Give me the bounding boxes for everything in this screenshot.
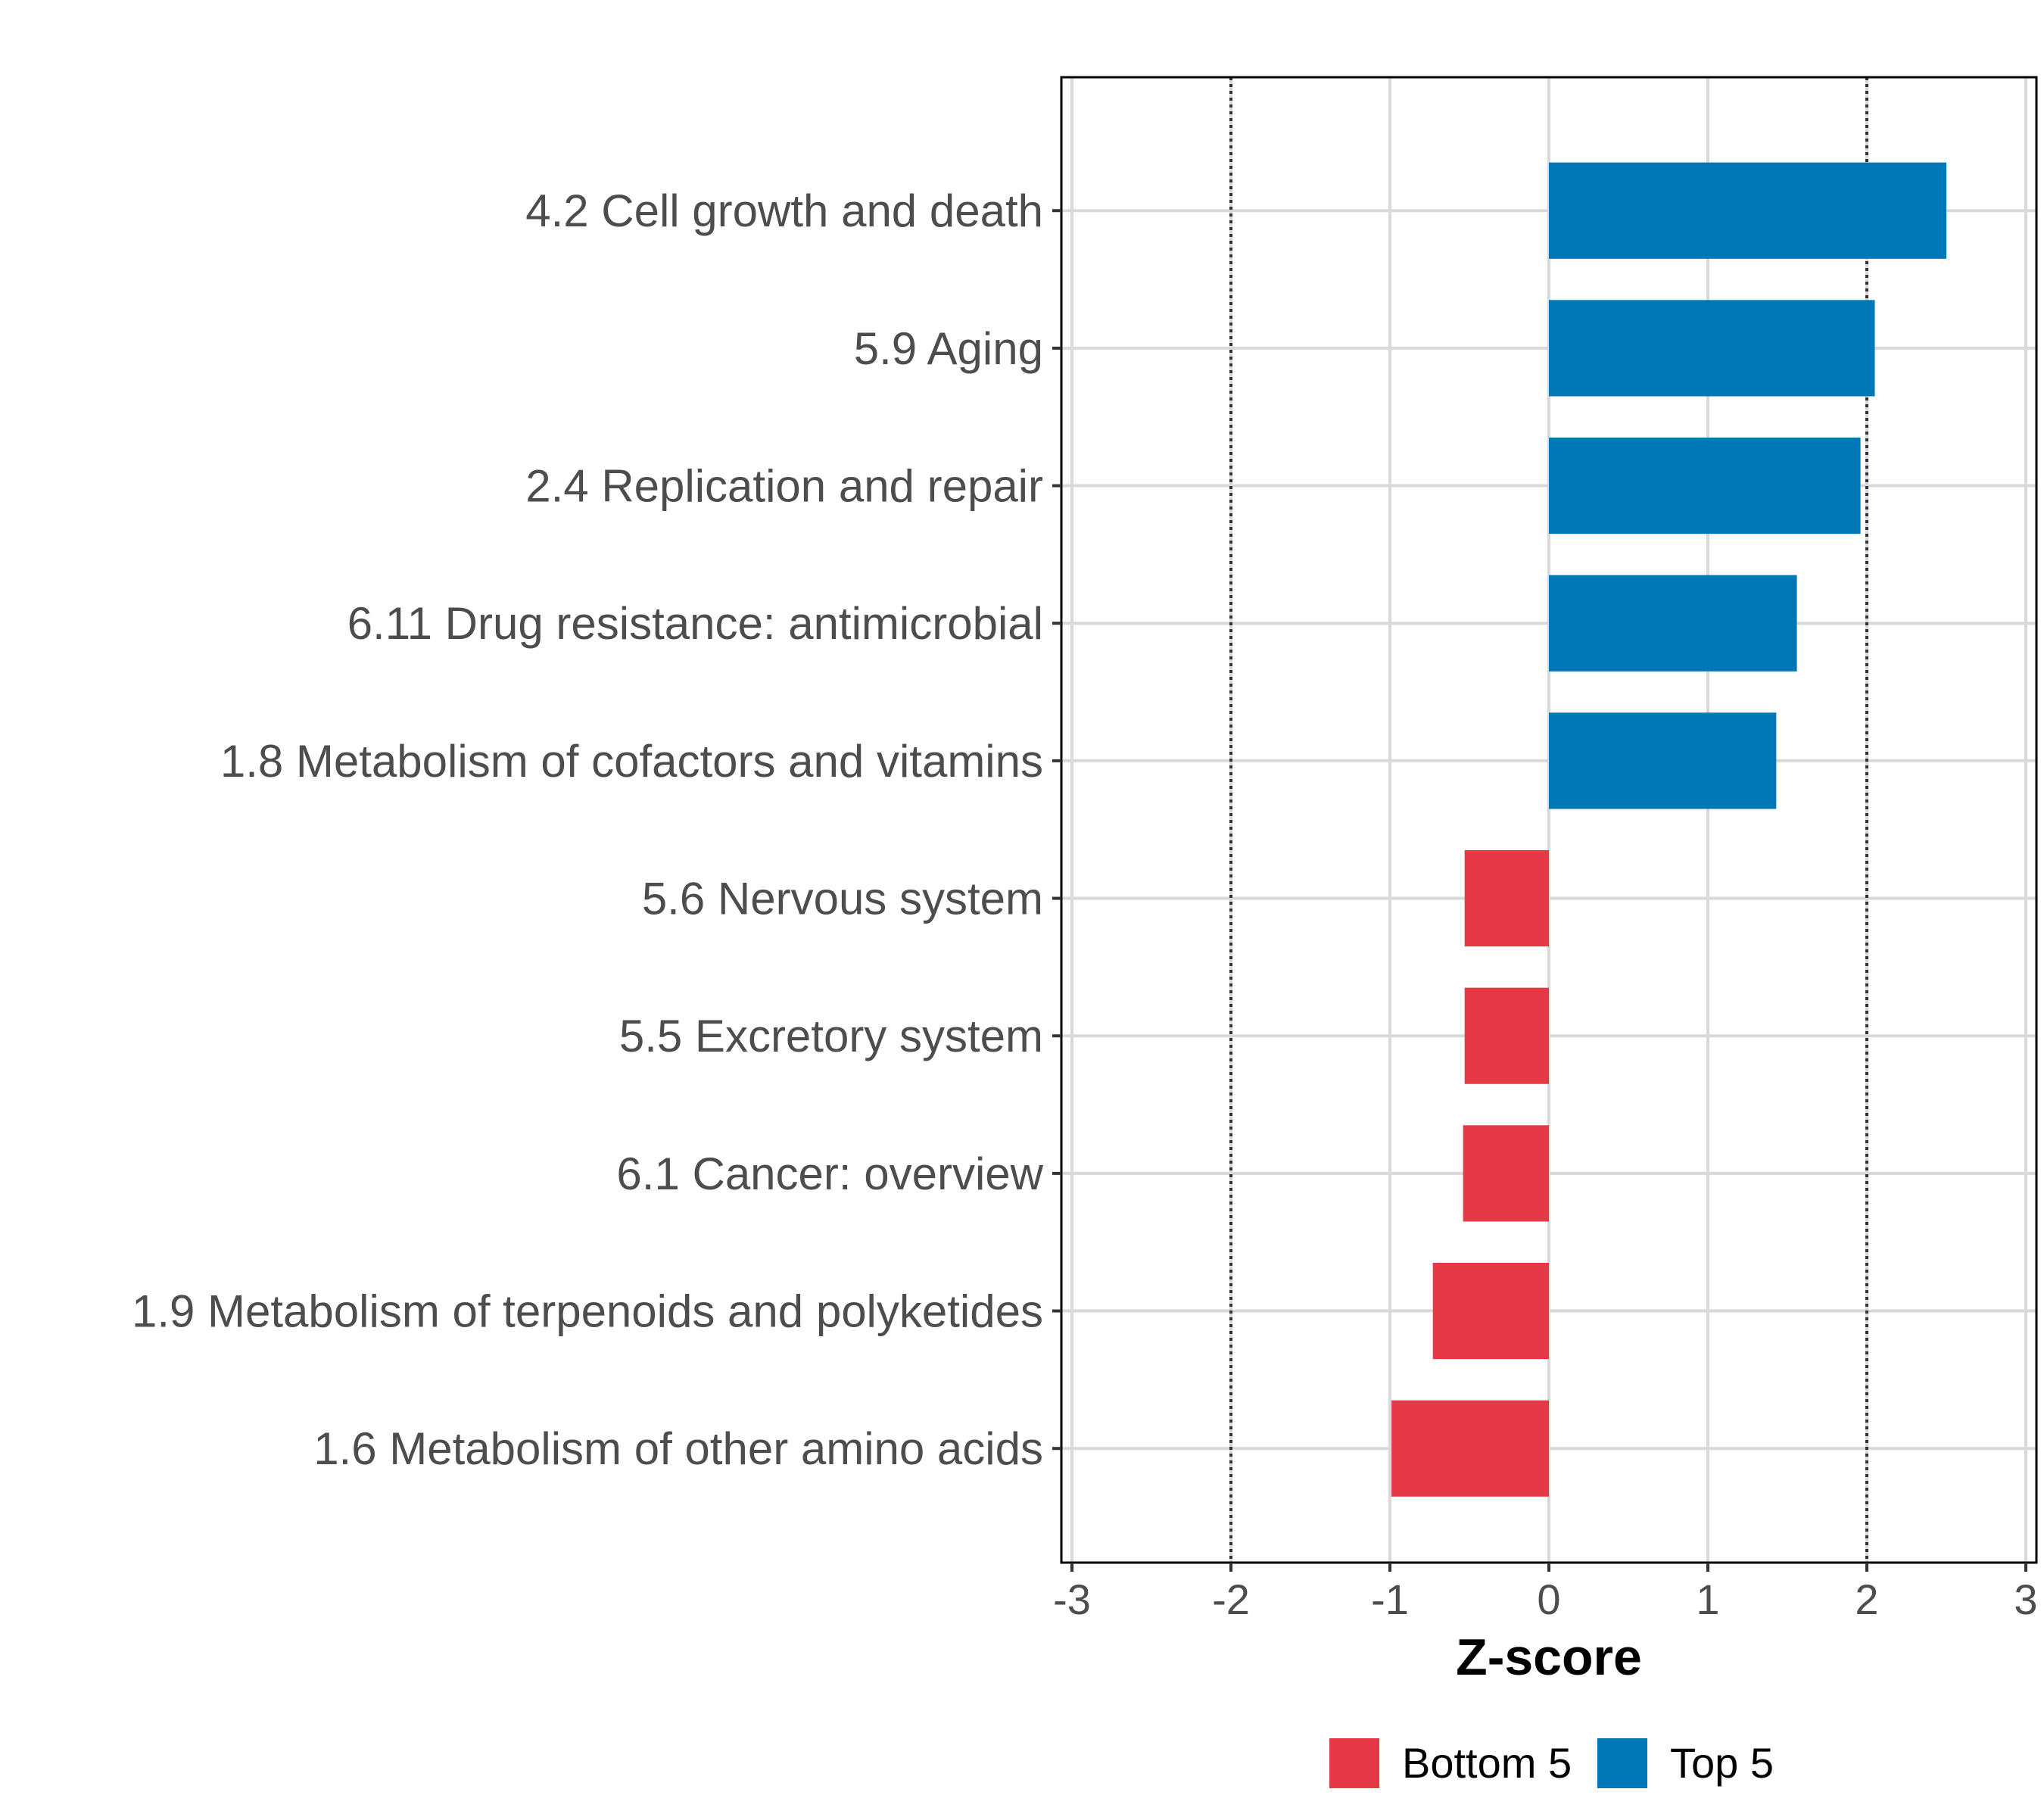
x-tick-label: -2 <box>1212 1575 1250 1623</box>
bars <box>1391 162 1946 1497</box>
bar <box>1391 1400 1549 1497</box>
category-label: 1.6 Metabolism of other amino acids <box>313 1423 1043 1474</box>
bar <box>1549 162 1946 259</box>
x-tick-label: -1 <box>1371 1575 1409 1623</box>
bar <box>1549 300 1875 397</box>
bar <box>1464 987 1549 1084</box>
bar <box>1549 437 1861 535</box>
x-axis-title: Z-score <box>1456 1628 1642 1686</box>
bar <box>1464 849 1549 947</box>
legend-label: Bottom 5 <box>1402 1739 1572 1787</box>
category-label: 5.6 Nervous system <box>642 874 1043 924</box>
x-tick-label: 0 <box>1537 1575 1560 1623</box>
x-tick-label: 2 <box>1855 1575 1878 1623</box>
bar <box>1463 1125 1549 1222</box>
bar <box>1549 575 1797 672</box>
y-axis: 4.2 Cell growth and death 5.9 Aging 2.4 Re… <box>132 185 1061 1474</box>
category-label: 5.5 Excretory system <box>619 1011 1043 1061</box>
legend: Bottom 5 Top 5 <box>1329 1738 1774 1788</box>
legend-swatch <box>1597 1738 1647 1788</box>
category-label: 1.9 Metabolism of terpenoids and polyket… <box>132 1286 1043 1337</box>
bar <box>1432 1262 1549 1360</box>
category-label: 2.4 Replication and repair <box>525 461 1043 512</box>
category-label: 5.9 Aging <box>854 323 1043 374</box>
legend-label: Top 5 <box>1670 1739 1774 1787</box>
legend-swatch <box>1329 1738 1379 1788</box>
x-tick-label: -3 <box>1053 1575 1091 1623</box>
category-label: 6.1 Cancer: overview <box>616 1148 1043 1199</box>
bar <box>1549 712 1777 809</box>
category-label: 1.8 Metabolism of cofactors and vitamins <box>220 736 1043 787</box>
x-tick-label: 1 <box>1696 1575 1719 1623</box>
x-tick-label: 3 <box>2014 1575 2037 1623</box>
x-axis: -3 -2 -1 0 1 2 3 <box>1053 1563 2038 1623</box>
category-label: 4.2 Cell growth and death <box>525 185 1043 236</box>
category-label: 6.11 Drug resistance: antimicrobial <box>347 598 1043 649</box>
